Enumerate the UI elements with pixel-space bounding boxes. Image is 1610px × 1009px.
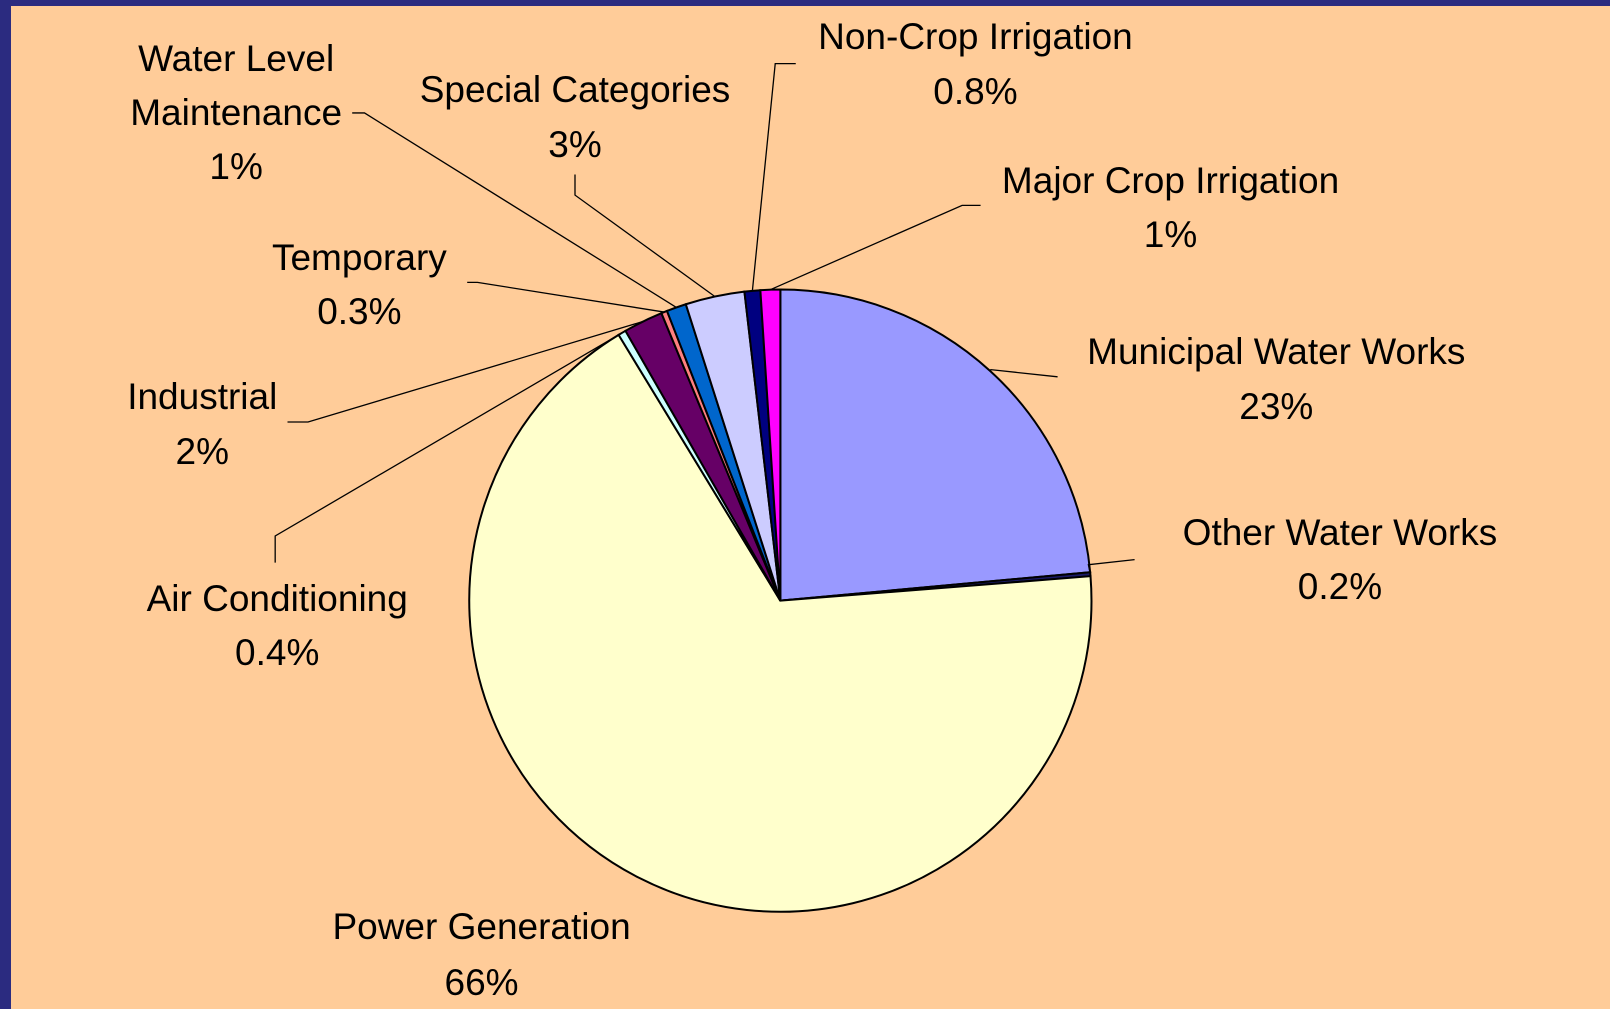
leader-line [1087, 558, 1135, 575]
leader-line [467, 281, 665, 313]
chart-area: Municipal Water Works 23% Other Water Work… [11, 6, 1610, 1009]
leader-line [352, 112, 677, 309]
value-label: 1% [209, 146, 263, 188]
value-label: 0.8% [933, 71, 1018, 113]
leader-line [989, 368, 1058, 378]
slice-label: Temporary [271, 236, 447, 278]
value-label: 2% [175, 430, 230, 472]
value-label: 23% [1239, 385, 1314, 427]
value-label: 66% [444, 961, 519, 1003]
slice-label: Air Conditioning [146, 577, 408, 619]
chart [274, 63, 1135, 913]
value-label: 0.4% [235, 632, 320, 674]
slice-label: Special Categories [419, 69, 731, 111]
slice-label: Industrial [127, 376, 278, 418]
leader-line [751, 63, 796, 291]
slice-label: Power Generation [332, 906, 631, 948]
slice-label: Major Crop Irrigation [1001, 159, 1340, 201]
leader-line [574, 174, 716, 298]
value-label: 3% [548, 123, 602, 165]
value-label: 0.3% [317, 291, 402, 333]
leader-line [274, 332, 623, 563]
slice-label: Water Level Maintenance [130, 38, 343, 134]
leader-line [770, 204, 981, 291]
pie-slice [468, 333, 1093, 913]
slice-label: Municipal Water Works [1087, 331, 1466, 373]
value-label: 1% [1143, 214, 1198, 256]
leader-line [287, 320, 644, 423]
pie-slice [779, 288, 1092, 602]
slice-label: Other Water Works [1182, 511, 1498, 553]
slice-label: Non-Crop Irrigation [818, 15, 1133, 57]
pie-slice [759, 288, 782, 601]
value-label: 0.2% [1297, 566, 1383, 608]
